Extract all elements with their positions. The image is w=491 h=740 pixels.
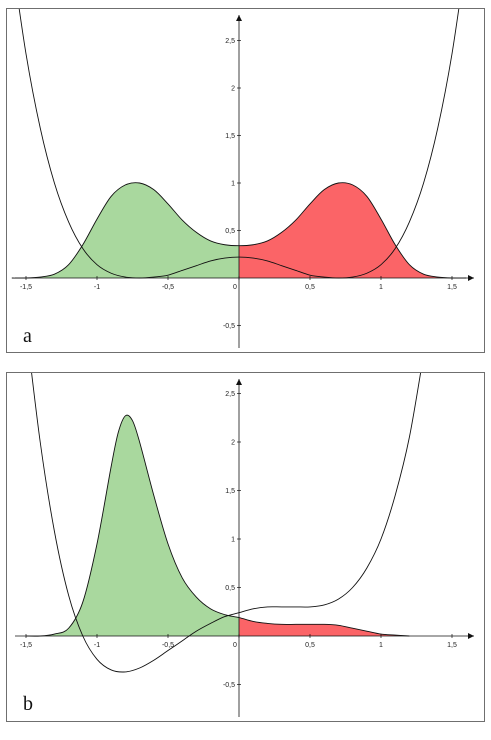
x-tick-label: 0 xyxy=(233,642,237,649)
y-tick-label: 0,5 xyxy=(225,585,235,592)
x-tick-label: 0 xyxy=(233,284,237,291)
plot-area xyxy=(25,373,422,673)
y-tick-label: 1 xyxy=(231,537,235,544)
y-axis-arrow xyxy=(236,15,242,21)
y-tick-label: 2 xyxy=(231,86,235,93)
density-curve xyxy=(25,414,410,637)
y-tick-label: 1,5 xyxy=(225,133,235,140)
x-tick-label: 1,5 xyxy=(447,284,457,291)
x-tick-label: 1,5 xyxy=(447,642,457,649)
density-fill-left xyxy=(26,415,239,637)
potential-curve xyxy=(31,373,422,673)
x-tick-label: -1,5 xyxy=(20,642,32,649)
x-tick-label: -0,5 xyxy=(162,642,174,649)
y-tick-label: -0,5 xyxy=(223,682,235,689)
chart-panel-b: -1,5 -1 -0,5 0 0,5 1 1,5 -0,5 0,5 1 1,5 2 2,5 b xyxy=(6,372,485,722)
y-tick-label: 0,5 xyxy=(225,228,235,235)
x-axis-arrow xyxy=(468,633,474,639)
density-fill-right xyxy=(239,182,467,279)
x-tick-label: 0,5 xyxy=(305,642,315,649)
y-axis-arrow xyxy=(236,379,242,385)
x-tick-label: -0,5 xyxy=(162,284,174,291)
chart-b-svg: -1,5 -1 -0,5 0 0,5 1 1,5 -0,5 0,5 1 1,5 2 2,5 xyxy=(15,373,474,717)
y-tick-label: 1 xyxy=(231,181,235,188)
x-tick-label: -1 xyxy=(94,642,100,649)
y-tick-label: 2,5 xyxy=(225,38,235,45)
density-fill-right xyxy=(239,617,410,636)
chart-a-svg: -1,5 -1 -0,5 0 0,5 1 1,5 -0,5 0,5 1 1,5 2 2,5 xyxy=(11,9,474,348)
y-tick-label: 2 xyxy=(231,440,235,447)
panel-label-b: b xyxy=(23,693,33,715)
density-fill-left xyxy=(11,182,239,279)
chart-panel-a: -1,5 -1 -0,5 0 0,5 1 1,5 -0,5 0,5 1 1,5 2 2,5 a xyxy=(6,8,485,353)
x-tick-label: -1 xyxy=(94,284,100,291)
x-tick-label: 1 xyxy=(379,284,383,291)
y-tick-label: 2,5 xyxy=(225,391,235,398)
y-tick-label: 1,5 xyxy=(225,488,235,495)
x-tick-label: 0,5 xyxy=(305,284,315,291)
x-tick-label: -1,5 xyxy=(20,284,32,291)
panel-label-a: a xyxy=(23,325,32,347)
y-tick-label: -0,5 xyxy=(223,323,235,330)
x-tick-label: 1 xyxy=(379,642,383,649)
x-axis-arrow xyxy=(468,275,474,281)
